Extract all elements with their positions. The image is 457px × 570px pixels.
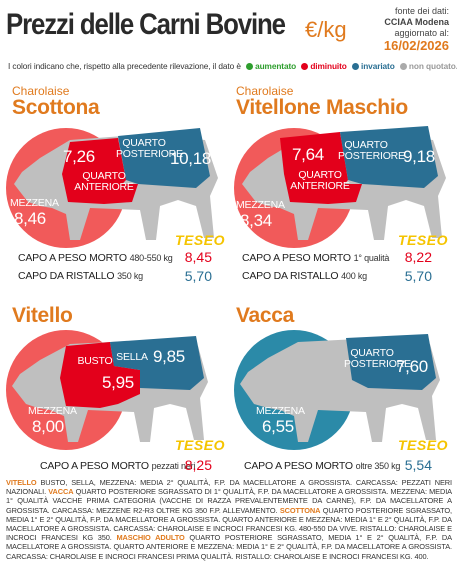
scottona-front-value: 7,26 bbox=[63, 147, 95, 166]
legend-down: diminuito bbox=[310, 61, 347, 71]
vitellone-cow-illustration bbox=[234, 126, 446, 248]
source-label: fonte dei dati: bbox=[394, 6, 449, 16]
vitellone-belly-label: MEZZENA bbox=[236, 199, 285, 211]
vitellone-row2-title: CAPO DA RISTALLO bbox=[242, 270, 339, 282]
vitellone-row1-label: CAPO A PESO MORTO 1° qualità bbox=[242, 252, 389, 264]
vacca-row1-sub: oltre 350 kg bbox=[355, 461, 401, 471]
vitello-belly-value: 8,00 bbox=[32, 417, 64, 436]
scottona-row2-title: CAPO DA RISTALLO bbox=[18, 270, 115, 282]
vitellone-rear-label: QUARTO POSTERIORE bbox=[338, 139, 405, 162]
legend-intro: I colori indicano che, rispetto alla pre… bbox=[8, 61, 241, 71]
vitello-row1-label: CAPO A PESO MORTO pezzati neri bbox=[40, 460, 195, 472]
scottona-row2-label: CAPO DA RISTALLO 350 kg bbox=[18, 270, 143, 282]
teseo-logo: TESEO bbox=[398, 437, 448, 453]
source-name: CCIAA Modena bbox=[384, 17, 449, 27]
color-legend: I colori indicano che, rispetto alla pre… bbox=[8, 61, 457, 71]
vitello-row1-sub: pezzati neri bbox=[151, 461, 196, 471]
note-scottona-key: SCOTTONA bbox=[279, 505, 321, 515]
legend-up: aumentato bbox=[255, 61, 297, 71]
vitellone-breed: Charolaise bbox=[236, 84, 294, 98]
scottona-cow-illustration bbox=[6, 128, 218, 248]
vitello-title: Vitello bbox=[12, 304, 73, 327]
scottona-rear-quarter bbox=[118, 128, 210, 188]
vitello-busto bbox=[60, 342, 140, 408]
vacca-belly-value: 6,55 bbox=[262, 417, 294, 436]
vacca-row1-title: CAPO A PESO MORTO bbox=[244, 460, 353, 472]
vitellone-row1-title: CAPO A PESO MORTO bbox=[242, 252, 351, 264]
vacca-title: Vacca bbox=[236, 304, 295, 327]
scottona-row1-title: CAPO A PESO MORTO bbox=[18, 252, 127, 264]
note-vacca-key: VACCA bbox=[48, 487, 74, 497]
legend-dot-green bbox=[246, 63, 254, 70]
note-maschio: QUARTO POSTERIORE SGRASSATO, MEDIA 1° E … bbox=[6, 533, 452, 561]
legend-dot-grey bbox=[399, 63, 407, 70]
teseo-logo: TESEO bbox=[175, 232, 225, 248]
vitellone-row2-sub: 400 kg bbox=[341, 271, 367, 281]
vitellone-belly-value: 8,34 bbox=[240, 211, 272, 230]
footer-notes: VITELLO BUSTO, SELLA, MEZZENA: MEDIA 2° … bbox=[6, 478, 452, 561]
teseo-logo: TESEO bbox=[175, 437, 225, 453]
vacca-belly-label: MEZZENA bbox=[256, 405, 305, 417]
vitello-busto-label: BUSTO bbox=[77, 355, 113, 367]
scottona-row2-value: 5,70 bbox=[184, 268, 212, 284]
scottona-belly-label: MEZZENA bbox=[10, 197, 59, 209]
vitellone-rear-value: 9,18 bbox=[403, 147, 435, 166]
vitello-sella-label: SELLA bbox=[116, 351, 148, 363]
note-maschio-key: MASCHIO ADULTO bbox=[116, 533, 185, 543]
legend-dot-blue bbox=[352, 63, 359, 70]
vitellone-rear-quarter bbox=[340, 126, 438, 188]
vitello-belly-label: MEZZENA bbox=[28, 405, 77, 417]
vitellone-row1-value: 8,22 bbox=[404, 249, 432, 265]
page-title: Prezzi delle Carni Bovine bbox=[6, 8, 286, 41]
vitello-sella-value: 9,85 bbox=[153, 347, 185, 366]
scottona-row1-value: 8,45 bbox=[184, 249, 212, 265]
scottona-front-label: QUARTO ANTERIORE bbox=[74, 170, 134, 193]
scottona-belly-value: 8,46 bbox=[14, 209, 46, 228]
updated-date: 16/02/2026 bbox=[383, 38, 449, 53]
vitellone-title: Vitellone Maschio bbox=[236, 96, 408, 119]
vitello-row1-title: CAPO A PESO MORTO bbox=[40, 460, 149, 472]
vacca-rear-value: 7,60 bbox=[396, 357, 428, 376]
teseo-logo: TESEO bbox=[398, 232, 448, 248]
scottona-rear-label: QUARTO POSTERIORE bbox=[116, 137, 183, 160]
scottona-row1-label: CAPO A PESO MORTO 480-550 kg bbox=[18, 252, 173, 264]
scottona-rear-value: 10,18 bbox=[170, 149, 212, 168]
note-vacca: QUARTO POSTERIORE SGRASSATO DI 1° QUALIT… bbox=[6, 487, 452, 515]
updated-label: aggiornato al: bbox=[394, 28, 449, 38]
vitello-cow-illustration bbox=[6, 330, 208, 450]
vitello-row1-value: 8,25 bbox=[184, 457, 212, 473]
note-scottona: QUARTO POSTERIORE SGRASSATO, MEDIA 1° E … bbox=[6, 505, 452, 543]
vitello-busto-value: 5,95 bbox=[102, 373, 134, 392]
scottona-mid-cut bbox=[104, 184, 138, 204]
vitello-sella bbox=[110, 336, 204, 390]
scottona-row1-sub: 480-550 kg bbox=[129, 253, 173, 263]
note-vitello: BUSTO, SELLA, MEZZENA: MEDIA 2° QUALITÀ,… bbox=[6, 478, 452, 497]
vacca-row1-label: CAPO A PESO MORTO oltre 350 kg bbox=[244, 460, 400, 472]
note-vitello-key: VITELLO bbox=[6, 478, 37, 487]
vitellone-row1-sub: 1° qualità bbox=[353, 253, 390, 263]
vitellone-front-label: QUARTO ANTERIORE bbox=[290, 169, 350, 192]
vacca-rear-label: QUARTO POSTERIORE bbox=[344, 347, 411, 370]
legend-none: non quotato. bbox=[408, 61, 457, 71]
vacca-cow-illustration bbox=[234, 330, 440, 450]
vitellone-front-value: 7,64 bbox=[292, 145, 324, 164]
vacca-row1-value: 5,54 bbox=[404, 457, 432, 473]
vitellone-mid-cut bbox=[328, 184, 362, 204]
scottona-breed: Charolaise bbox=[12, 84, 70, 98]
vitellone-row2-label: CAPO DA RISTALLO 400 kg bbox=[242, 270, 367, 282]
legend-same: invariato bbox=[361, 61, 395, 71]
scottona-title: Scottona bbox=[12, 96, 100, 119]
legend-dot-red bbox=[301, 63, 309, 70]
source-info: fonte dei dati: CCIAA Modena aggiornato … bbox=[384, 6, 449, 53]
price-unit: €/kg bbox=[305, 17, 347, 42]
vitellone-row2-value: 5,70 bbox=[404, 268, 432, 284]
vacca-rear-quarter bbox=[346, 334, 436, 390]
scottona-row2-sub: 350 kg bbox=[117, 271, 143, 281]
